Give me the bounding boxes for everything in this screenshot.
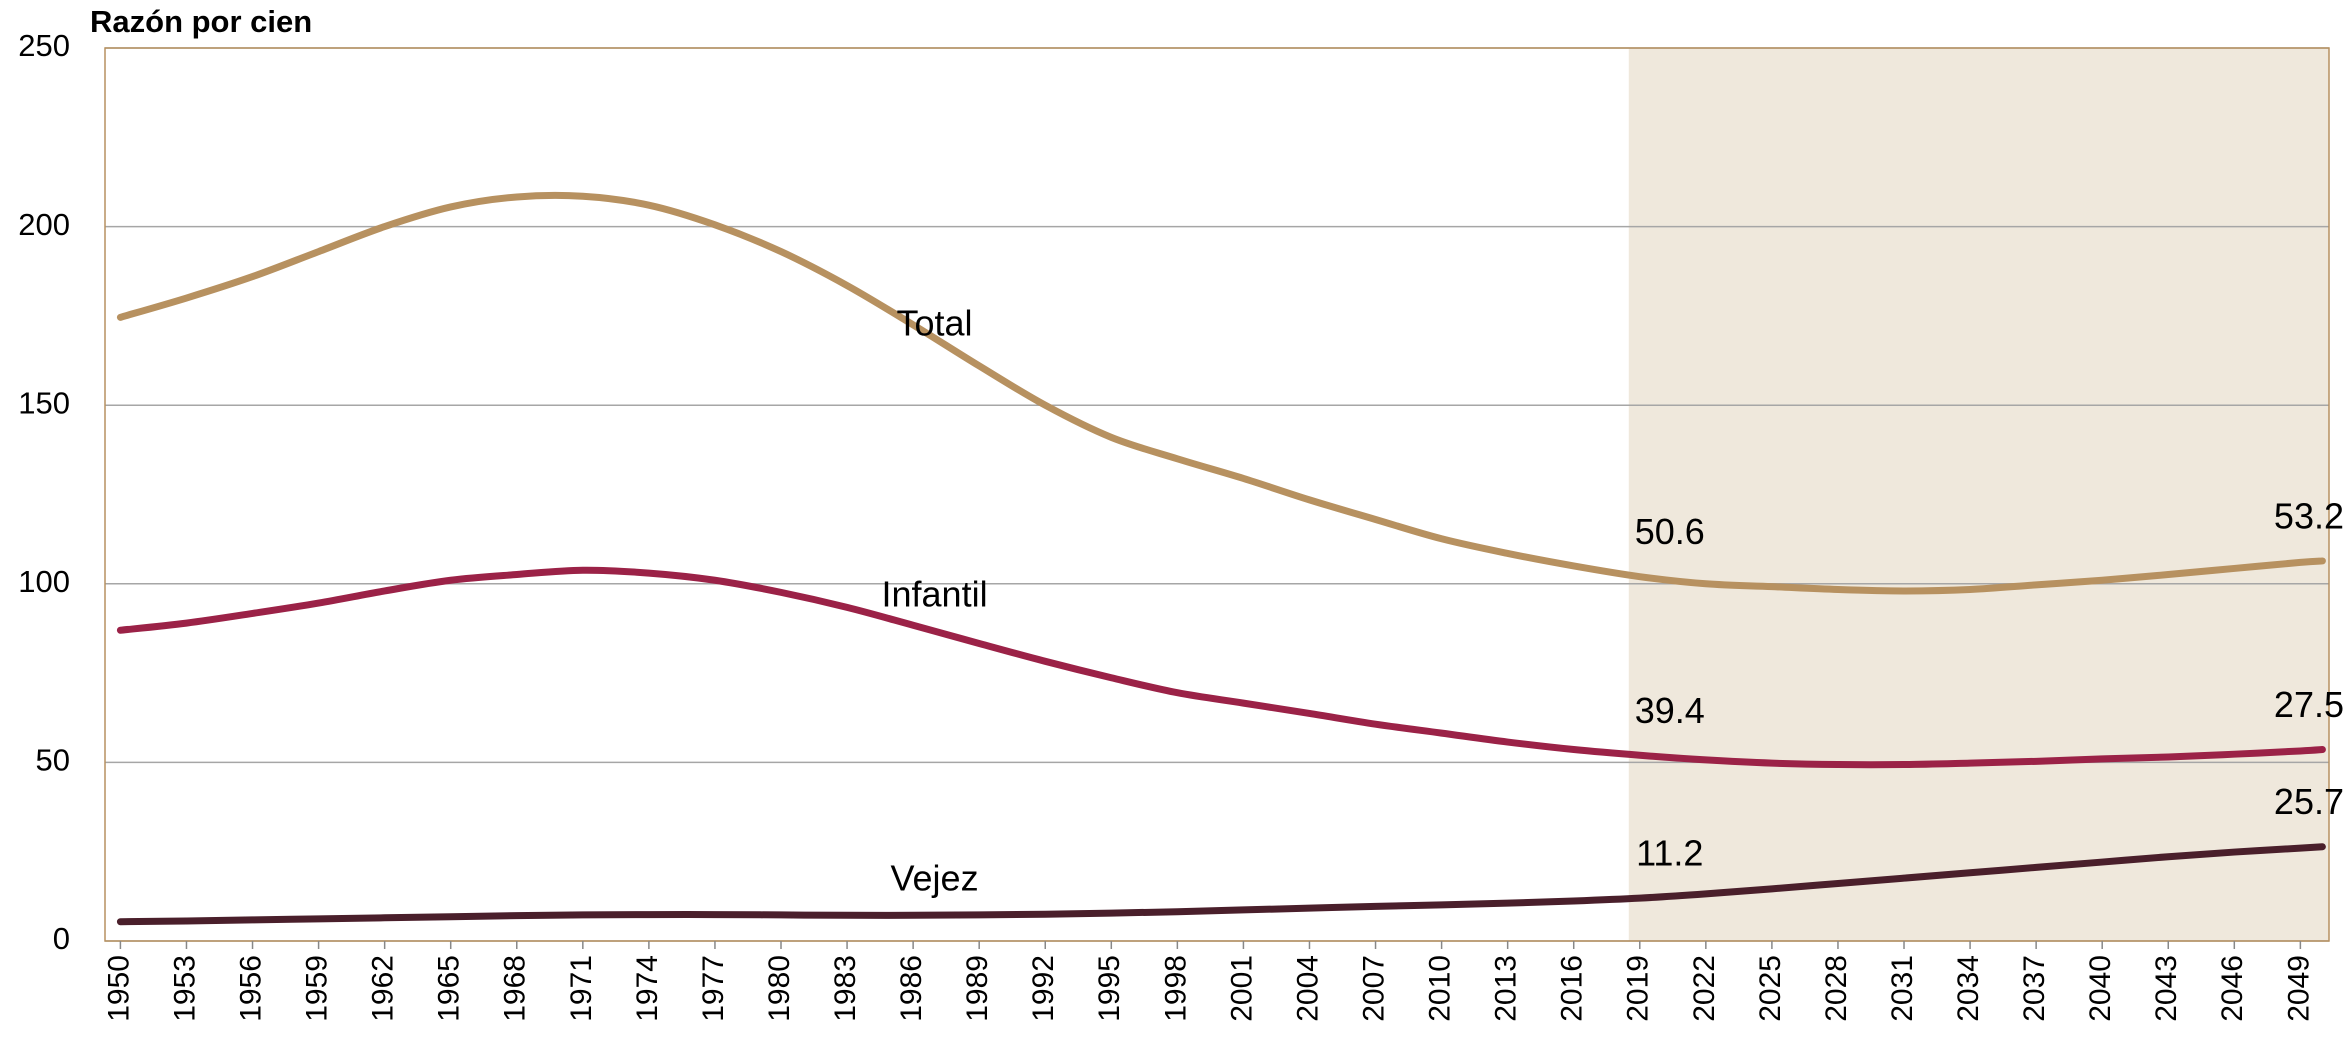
x-tick-label: 1992	[1027, 955, 1060, 1022]
x-tick-label: 2040	[2084, 955, 2117, 1022]
data-label: 11.2	[1636, 833, 1703, 874]
x-tick-label: 1986	[895, 955, 928, 1022]
x-tick-label: 2004	[1291, 955, 1324, 1022]
plot-border	[104, 47, 2330, 942]
x-tick-label: 2034	[1952, 955, 1985, 1022]
x-tick-label: 2028	[1820, 955, 1853, 1022]
series-line	[116, 843, 2326, 926]
x-tick-label: 2019	[1622, 955, 1655, 1022]
data-label: 50.6	[1635, 511, 1705, 552]
y-tick-label: 50	[36, 743, 70, 778]
x-tick-label: 1977	[697, 955, 730, 1022]
y-tick-label: 0	[53, 921, 70, 956]
x-tick-label: 2031	[1886, 955, 1919, 1022]
data-label: 39.4	[1635, 690, 1705, 731]
projection-shade	[1628, 48, 2329, 941]
x-tick-label: 2016	[1556, 955, 1589, 1022]
x-tick-label: 1953	[168, 955, 201, 1022]
y-tick-label: 150	[18, 385, 70, 420]
data-label: 27.5	[2274, 684, 2344, 725]
x-tick-label: 1989	[961, 955, 994, 1022]
x-tick-label: 2025	[1754, 955, 1787, 1022]
y-axis-title: Razón por cien	[90, 4, 312, 39]
x-tick-label: 1971	[565, 955, 598, 1022]
x-tick-label: 1995	[1093, 955, 1126, 1022]
x-tick-label: 1974	[631, 955, 664, 1022]
x-tick-label: 2007	[1357, 955, 1390, 1022]
x-tick-label: 1959	[301, 955, 334, 1022]
data-label: 53.2	[2274, 495, 2344, 536]
y-tick-label: 200	[18, 207, 70, 242]
x-tick-label: 1968	[499, 955, 532, 1022]
x-tick-label: 1950	[102, 955, 135, 1022]
x-tick-label: 1962	[367, 955, 400, 1022]
x-tick-label: 1956	[234, 955, 267, 1022]
x-tick-label: 1965	[433, 955, 466, 1022]
x-tick-label: 2013	[1490, 955, 1523, 1022]
series-line	[116, 566, 2326, 769]
x-tick-label: 2046	[2216, 955, 2249, 1022]
x-tick-label: 2043	[2150, 955, 2183, 1022]
x-tick-label: 1998	[1159, 955, 1192, 1022]
series-line	[116, 191, 2326, 595]
x-tick-label: 2001	[1225, 955, 1258, 1022]
x-tick-label: 1980	[763, 955, 796, 1022]
y-tick-label: 100	[18, 564, 70, 599]
x-tick-label: 2049	[2282, 955, 2315, 1022]
x-tick-label: 2022	[1688, 955, 1721, 1022]
x-tick-label: 1983	[829, 955, 862, 1022]
y-tick-label: 250	[18, 28, 70, 63]
series-label: Total	[897, 303, 973, 344]
data-label: 25.7	[2274, 781, 2344, 822]
x-tick-label: 2037	[2018, 955, 2051, 1022]
x-tick-label: 2010	[1424, 955, 1457, 1022]
series-label: Infantil	[882, 574, 988, 615]
series-label: Vejez	[891, 858, 979, 899]
